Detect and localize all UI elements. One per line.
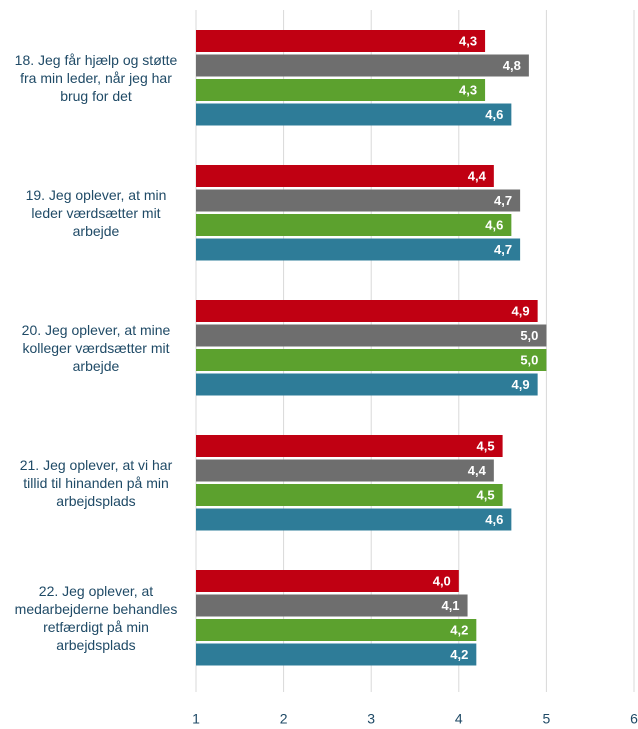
value-label: 4,7: [494, 193, 512, 208]
value-label: 4,3: [459, 33, 477, 48]
value-label: 4,5: [477, 438, 495, 453]
bar: [196, 79, 486, 101]
value-label: 5,0: [520, 328, 538, 343]
value-label: 4,9: [512, 303, 530, 318]
bar: [196, 373, 538, 396]
value-label: 4,6: [485, 512, 503, 527]
value-label: 4,6: [485, 217, 503, 232]
bar: [196, 324, 547, 347]
bar: [196, 300, 538, 322]
bar: [196, 349, 547, 371]
value-label: 4,6: [485, 107, 503, 122]
bar: [196, 30, 486, 52]
bar: [196, 435, 503, 457]
category-label: 22. Jeg oplever, at medarbejderne behand…: [14, 583, 178, 653]
x-tick-label: 5: [543, 711, 551, 727]
value-label: 4,2: [450, 622, 468, 637]
bar: [196, 484, 503, 506]
bar: [196, 619, 477, 641]
bar: [196, 643, 477, 666]
value-label: 4,5: [477, 487, 495, 502]
bar: [196, 570, 459, 592]
bar: [196, 459, 494, 482]
value-label: 4,1: [441, 598, 459, 613]
x-tick-label: 2: [280, 711, 288, 727]
value-label: 4,3: [459, 82, 477, 97]
bar: [196, 103, 512, 126]
value-label: 4,9: [512, 377, 530, 392]
bar: [196, 594, 468, 617]
x-tick-label: 1: [192, 711, 200, 727]
value-label: 4,4: [468, 463, 487, 478]
value-label: 4,2: [450, 647, 468, 662]
bar: [196, 189, 521, 212]
category-label: 19. Jeg oplever, at min leder værdsætter…: [25, 187, 167, 239]
x-tick-label: 4: [455, 711, 463, 727]
bar: [196, 214, 512, 236]
bar: [196, 508, 512, 531]
value-label: 4,8: [503, 58, 521, 73]
category-label: 18. Jeg får hjælp og støtte fra min lede…: [14, 52, 178, 104]
bar: [196, 54, 529, 77]
value-label: 4,7: [494, 242, 512, 257]
value-label: 5,0: [520, 352, 538, 367]
bar: [196, 238, 521, 261]
value-label: 4,0: [433, 573, 451, 588]
x-tick-label: 6: [630, 711, 638, 727]
bar: [196, 165, 494, 187]
x-tick-label: 3: [367, 711, 375, 727]
category-label: 20. Jeg oplever, at mine kolleger værdsæ…: [21, 322, 171, 374]
category-label: 21. Jeg oplever, at vi har tillid til hi…: [19, 457, 173, 509]
value-label: 4,4: [468, 168, 487, 183]
